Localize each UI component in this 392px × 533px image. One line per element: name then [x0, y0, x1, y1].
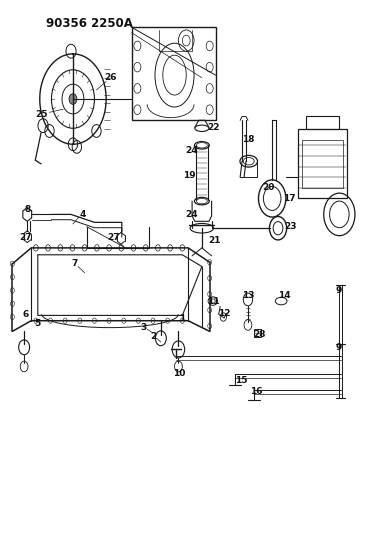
Text: 10: 10 — [173, 369, 186, 378]
Text: 2: 2 — [150, 332, 156, 341]
Text: 3: 3 — [140, 323, 146, 332]
Text: 7: 7 — [72, 260, 78, 268]
Text: 4: 4 — [80, 210, 86, 219]
Text: 15: 15 — [235, 376, 247, 385]
Text: 13: 13 — [243, 291, 255, 300]
Bar — [298, 130, 347, 198]
Text: 14: 14 — [278, 291, 290, 300]
Text: 17: 17 — [283, 194, 295, 203]
Text: 21: 21 — [209, 237, 221, 246]
Text: 27: 27 — [108, 233, 120, 242]
Text: 9: 9 — [336, 286, 342, 295]
Text: 23: 23 — [284, 222, 297, 231]
Circle shape — [69, 94, 77, 104]
Text: 27: 27 — [19, 233, 32, 242]
Text: 90356 2250A: 90356 2250A — [45, 17, 132, 30]
Bar — [254, 329, 261, 337]
Text: 5: 5 — [34, 319, 40, 328]
Text: 24: 24 — [185, 146, 198, 155]
Text: 1: 1 — [179, 314, 185, 323]
Text: 20: 20 — [262, 183, 274, 192]
Text: 8: 8 — [24, 205, 31, 214]
Text: 24: 24 — [185, 210, 198, 219]
Bar — [306, 116, 339, 130]
Text: 28: 28 — [253, 329, 265, 338]
Bar — [302, 140, 343, 188]
Text: 16: 16 — [250, 387, 263, 396]
Text: 18: 18 — [243, 135, 255, 144]
Text: 12: 12 — [218, 309, 230, 318]
Text: 11: 11 — [207, 296, 220, 305]
Text: 26: 26 — [104, 73, 116, 82]
Text: 22: 22 — [207, 123, 220, 132]
Text: 6: 6 — [23, 310, 29, 319]
Text: 9: 9 — [336, 343, 342, 352]
Text: 19: 19 — [183, 171, 195, 180]
Text: 25: 25 — [35, 110, 48, 119]
Bar — [132, 27, 216, 120]
